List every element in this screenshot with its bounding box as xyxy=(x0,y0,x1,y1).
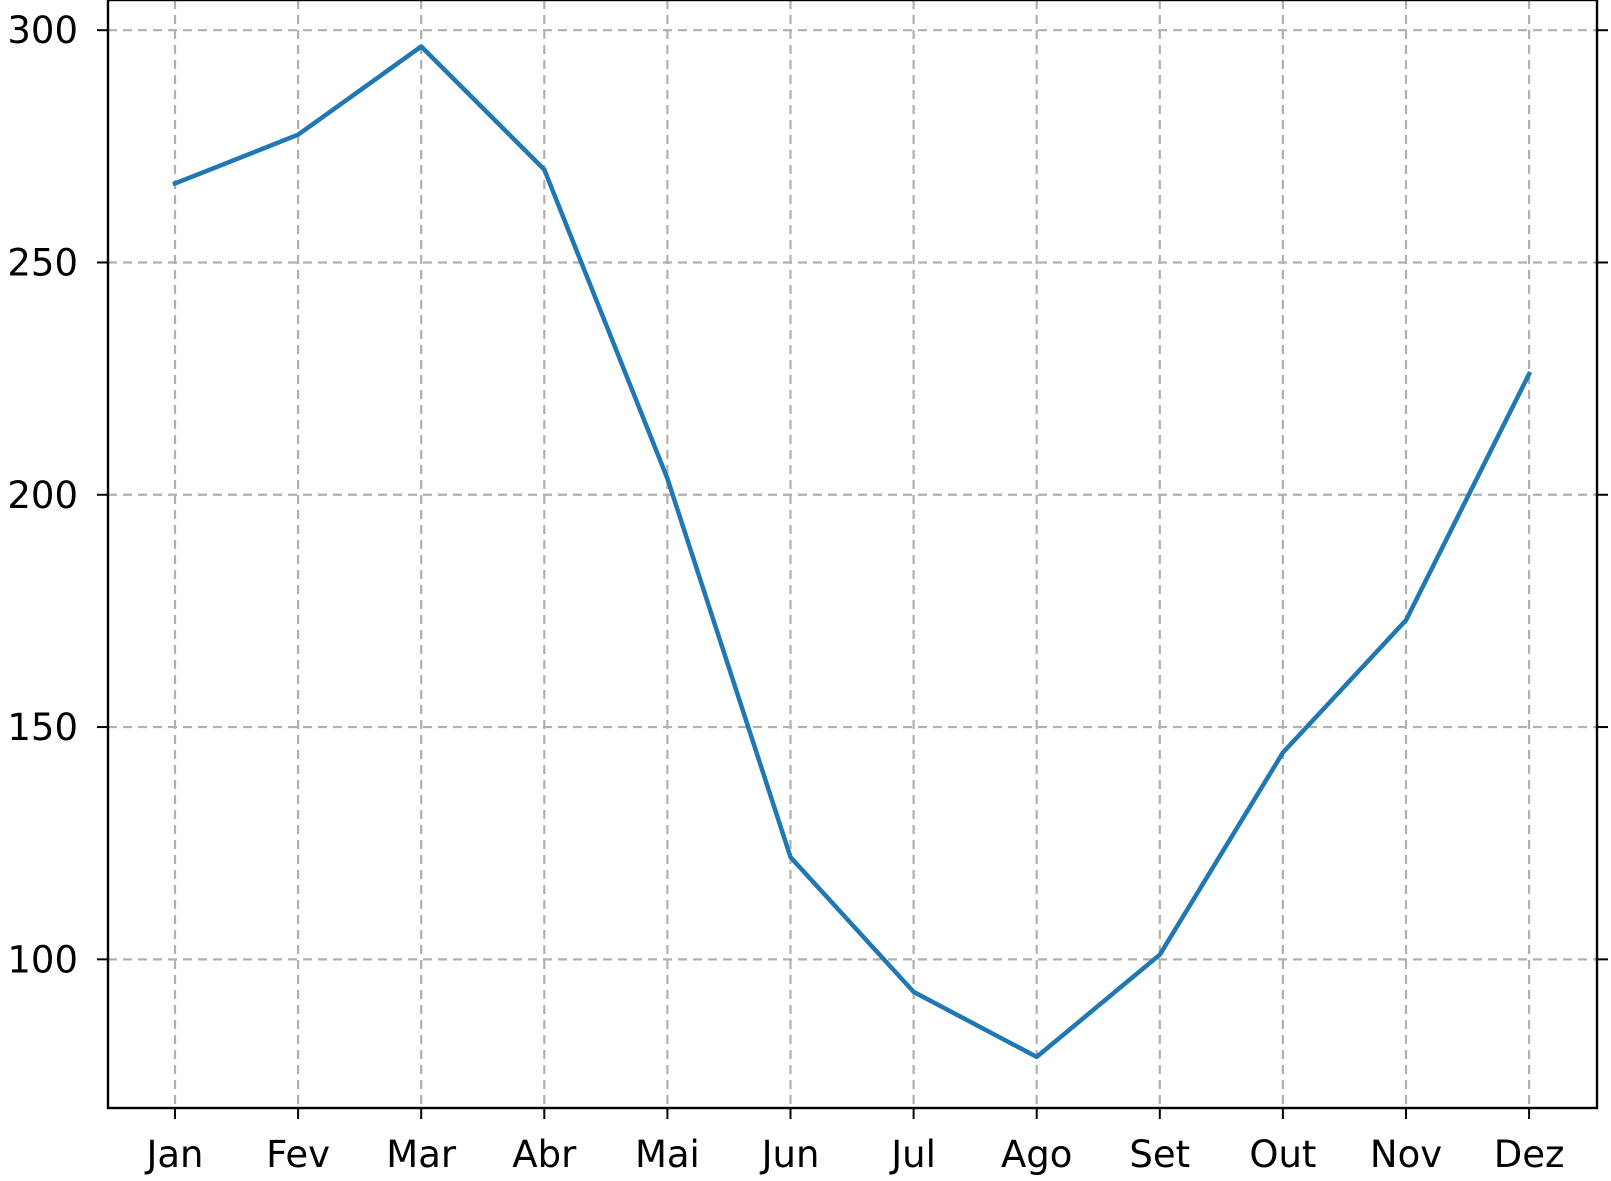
labels-layer: Jan Fev Mar Abr Mai Jun Jul Ago Set Out Nov Dez 100 1… xyxy=(7,9,1564,1176)
grid-layer xyxy=(108,0,1597,1108)
x-tick-label: Jan xyxy=(144,1133,203,1176)
y-tick-label: 300 xyxy=(7,9,78,52)
x-tick-label: Out xyxy=(1249,1133,1316,1176)
x-tick-label: Ago xyxy=(1001,1133,1072,1176)
x-tick-label: Abr xyxy=(512,1133,577,1176)
series-layer xyxy=(172,44,1533,1060)
x-tick-label: Jun xyxy=(760,1133,820,1176)
y-tick-label: 200 xyxy=(7,474,78,517)
x-tick-label: Set xyxy=(1129,1133,1190,1176)
x-tick-label: Mai xyxy=(635,1133,700,1176)
y-tick-label: 250 xyxy=(7,241,78,284)
plot-frame xyxy=(106,0,1599,1110)
y-tick-label: 100 xyxy=(7,938,78,981)
series-line-0 xyxy=(172,44,1533,1060)
x-tick-label: Dez xyxy=(1494,1133,1565,1176)
x-tick-label: Nov xyxy=(1370,1133,1442,1176)
x-tick-label: Mar xyxy=(386,1133,457,1176)
x-tick-label: Fev xyxy=(266,1133,330,1176)
ticks-layer xyxy=(97,29,1608,1119)
y-tick-label: 150 xyxy=(7,706,78,749)
x-tick-label: Jul xyxy=(889,1133,936,1176)
